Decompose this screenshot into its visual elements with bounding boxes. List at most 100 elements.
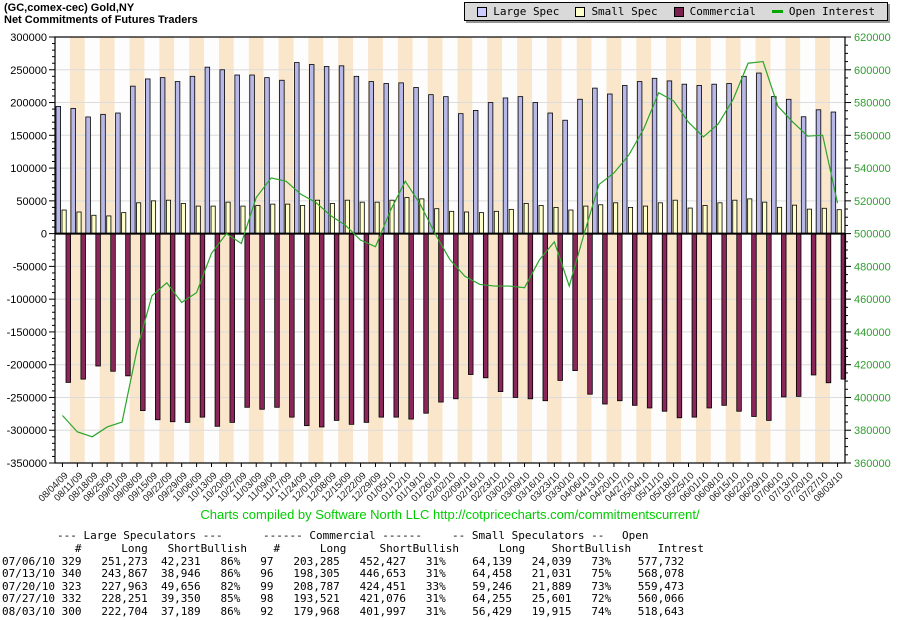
small-spec-bar	[240, 205, 246, 235]
small-spec-bar	[553, 206, 559, 235]
large-spec-bar	[234, 74, 240, 235]
large-spec-bar	[383, 83, 389, 235]
commercial-bar	[632, 233, 638, 406]
legend-label: Small Spec	[591, 5, 658, 18]
commercial-bar	[348, 233, 355, 425]
commercial-bar	[602, 233, 608, 405]
open-interest-line	[62, 60, 839, 438]
legend-label: Large Spec	[493, 5, 560, 18]
commercial-bar	[214, 233, 221, 427]
large-spec-bar	[264, 77, 270, 235]
commercial-bar	[408, 233, 414, 420]
large-spec-bar	[115, 112, 121, 235]
commercial-bar	[766, 233, 772, 421]
chart-subtitle: Net Commitments of Futures Traders	[4, 14, 198, 26]
commercial-bar	[423, 233, 429, 414]
chart-title: (GC,comex-cec) Gold,NY	[4, 2, 135, 14]
large-spec-bar	[592, 87, 598, 235]
large-spec-bar	[70, 108, 76, 235]
large-spec-bar	[681, 83, 688, 235]
small-spec-bar	[285, 203, 291, 235]
large-spec-bar	[353, 75, 360, 235]
small-spec-bar	[806, 208, 812, 235]
large-spec-bar	[815, 109, 822, 235]
large-spec-bar	[323, 66, 330, 235]
commercial-bar	[289, 233, 295, 418]
large-spec-bar	[771, 96, 777, 235]
svg-text:440000: 440000	[854, 327, 891, 339]
large-spec-bar	[756, 72, 762, 235]
small-spec-bar	[165, 199, 171, 235]
svg-text:400000: 400000	[854, 392, 891, 404]
large-spec-bar	[368, 81, 375, 235]
small-spec-bar	[628, 206, 634, 235]
small-spec-bar	[821, 207, 827, 235]
large-spec-bar	[428, 94, 434, 235]
small-spec-bar	[777, 206, 783, 235]
credit-line: Charts compiled by Software North LLC ht…	[200, 507, 700, 522]
small-spec-bar	[702, 205, 708, 235]
svg-text:0: 0	[41, 229, 47, 241]
legend-label: Commercial	[689, 5, 756, 18]
svg-text:420000: 420000	[854, 360, 891, 372]
legend-item-small-spec: Small Spec	[575, 5, 658, 18]
legend-item-open-interest: Open Interest	[771, 5, 875, 18]
commercial-marker-icon	[673, 6, 684, 17]
svg-text:500000: 500000	[854, 229, 891, 241]
commercial-bar	[661, 233, 668, 412]
large-spec-bar	[55, 106, 61, 235]
commercial-bar	[318, 233, 325, 428]
large-spec-bar	[741, 75, 747, 235]
commercial-bar	[229, 233, 235, 423]
large-spec-bar	[398, 82, 404, 235]
commercial-bar	[497, 233, 504, 392]
small-spec-bar	[478, 212, 484, 235]
small-spec-bar	[329, 203, 335, 235]
commercial-bar	[706, 233, 712, 409]
small-spec-bar	[106, 215, 112, 235]
small-spec-bar	[270, 203, 276, 235]
svg-text:580000: 580000	[854, 98, 891, 110]
commercial-bar	[795, 233, 802, 397]
small-spec-bar	[732, 199, 738, 235]
large-spec-bar	[532, 102, 538, 235]
svg-text:480000: 480000	[854, 261, 891, 273]
table-group-header: ------ Commercial ------	[263, 529, 422, 542]
table-group-header: Open	[622, 529, 649, 542]
svg-text:360000: 360000	[854, 458, 891, 470]
large-spec-bar	[472, 110, 479, 235]
commercial-bar	[393, 233, 399, 418]
large-spec-bar	[308, 64, 315, 235]
svg-text:250000: 250000	[10, 65, 47, 77]
commercial-bar	[587, 233, 593, 395]
large-spec-bar	[174, 81, 181, 235]
commercial-bar	[125, 233, 131, 377]
large-spec-bar	[85, 116, 91, 235]
small-spec-bar	[747, 198, 753, 235]
svg-text:-350000: -350000	[7, 458, 47, 470]
large-spec-bar	[502, 97, 509, 235]
commercial-bar	[110, 233, 116, 372]
legend: Large Spec Small Spec Commercial Open In…	[464, 2, 888, 21]
table-group-header: --- Large Speculators ---	[57, 529, 223, 542]
small-spec-bar	[91, 214, 97, 235]
small-spec-bar	[374, 201, 380, 235]
small-spec-bar	[195, 205, 201, 235]
small-spec-bar	[717, 202, 723, 235]
large-spec-bar	[204, 66, 211, 235]
commercial-bar	[736, 233, 742, 412]
large-spec-bar	[666, 80, 673, 235]
small-spec-bar	[538, 205, 544, 235]
legend-item-large-spec: Large Spec	[477, 5, 559, 18]
small-spec-bar	[76, 211, 82, 235]
svg-text:100000: 100000	[10, 163, 47, 175]
commercial-bar	[438, 233, 444, 403]
small-spec-bar	[404, 197, 410, 235]
small-spec-bar	[464, 211, 470, 235]
small-spec-bar	[836, 209, 842, 235]
large-spec-bar	[547, 112, 553, 235]
small-spec-bar	[151, 200, 157, 235]
table-row: 07/06/10 329 251,273 42,231 86% 97 203,2…	[2, 554, 685, 568]
svg-text:600000: 600000	[854, 65, 891, 77]
table-row: 07/20/10 323 227,963 49,656 82% 99 208,7…	[2, 579, 685, 593]
